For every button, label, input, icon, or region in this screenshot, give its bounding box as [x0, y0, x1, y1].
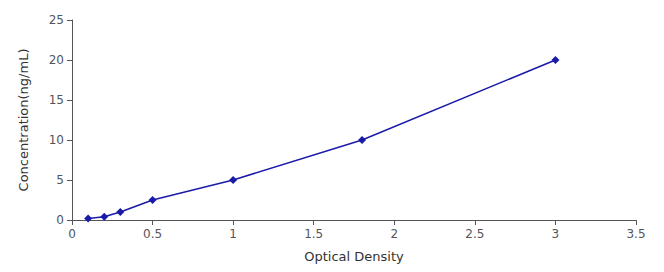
svg-text:10: 10 — [49, 133, 64, 147]
svg-text:Concentration(ng/mL): Concentration(ng/mL) — [16, 49, 31, 192]
svg-text:Optical Density: Optical Density — [304, 249, 404, 264]
svg-text:1.5: 1.5 — [304, 227, 323, 241]
svg-text:25: 25 — [49, 13, 64, 27]
svg-text:3: 3 — [552, 227, 560, 241]
svg-text:1: 1 — [229, 227, 237, 241]
svg-text:2.5: 2.5 — [465, 227, 484, 241]
svg-text:3.5: 3.5 — [626, 227, 645, 241]
svg-text:0: 0 — [56, 213, 64, 227]
svg-text:15: 15 — [49, 93, 64, 107]
svg-text:2: 2 — [390, 227, 398, 241]
svg-text:5: 5 — [56, 173, 64, 187]
svg-text:20: 20 — [49, 53, 64, 67]
svg-text:0.5: 0.5 — [143, 227, 162, 241]
svg-text:0: 0 — [68, 227, 76, 241]
